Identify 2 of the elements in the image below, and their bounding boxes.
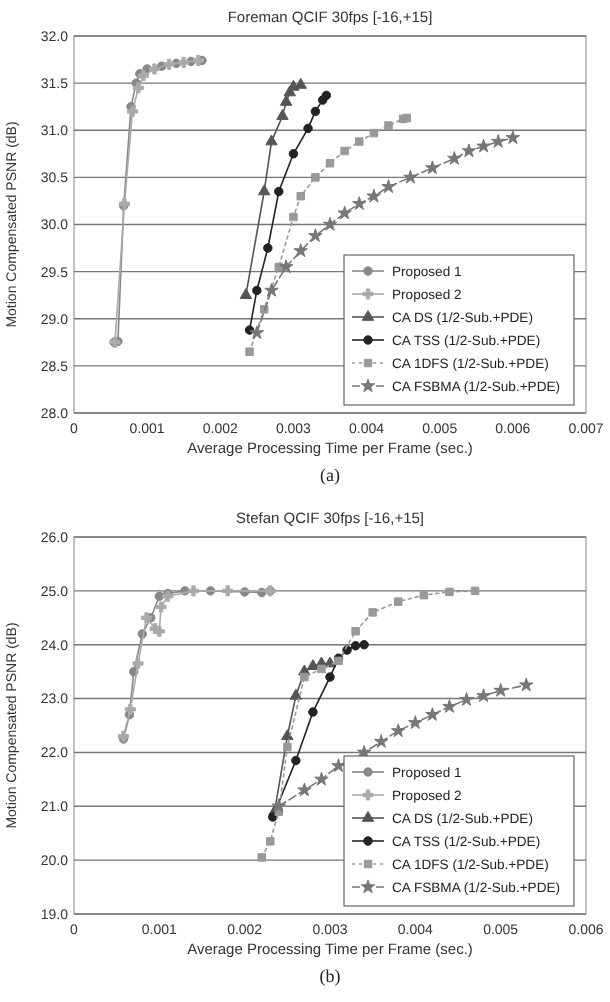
text: (a): [320, 465, 340, 485]
text: (b): [319, 966, 341, 986]
